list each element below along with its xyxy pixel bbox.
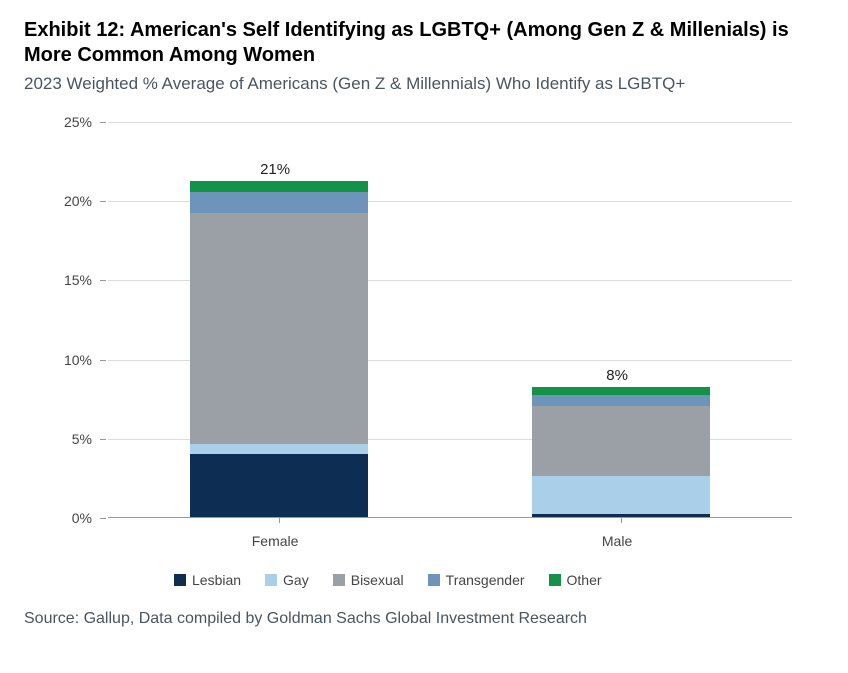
chart-area: 0%5%10%15%20%25% 21%Female8%Male [30, 122, 810, 562]
y-tick-mark [100, 201, 106, 202]
y-tick-mark [100, 360, 106, 361]
y-tick-label: 5% [30, 431, 100, 447]
bar-total-label: 8% [532, 367, 702, 388]
source-line: Source: Gallup, Data compiled by Goldman… [24, 610, 824, 628]
legend-item-other: Other [549, 572, 602, 588]
legend: Lesbian Gay Bisexual Transgender Other [174, 572, 824, 588]
x-tick-label: Male [532, 517, 702, 549]
legend-label: Gay [283, 572, 309, 588]
bar-male [532, 387, 710, 517]
legend-swatch [265, 574, 277, 586]
y-tick-label: 20% [30, 193, 100, 209]
legend-label: Lesbian [192, 572, 241, 588]
legend-label: Other [567, 572, 602, 588]
y-tick-mark [100, 518, 106, 519]
legend-swatch [428, 574, 440, 586]
bar-segment-transgender [532, 395, 710, 406]
y-tick-label: 10% [30, 352, 100, 368]
x-tick-mark [279, 517, 280, 523]
bar-total-label: 21% [190, 161, 360, 182]
legend-swatch [549, 574, 561, 586]
bar-segment-bisexual [532, 406, 710, 476]
chart-subtitle: 2023 Weighted % Average of Americans (Ge… [24, 74, 824, 94]
bar-segment-bisexual [190, 213, 368, 444]
y-tick-label: 15% [30, 272, 100, 288]
legend-swatch [333, 574, 345, 586]
y-tick-label: 0% [30, 510, 100, 526]
legend-swatch [174, 574, 186, 586]
legend-item-lesbian: Lesbian [174, 572, 241, 588]
chart-title: Exhibit 12: American's Self Identifying … [24, 18, 824, 68]
grid-line [108, 122, 792, 123]
plot-region: 21%Female8%Male [108, 122, 792, 518]
bar-segment-transgender [190, 192, 368, 213]
legend-item-bisexual: Bisexual [333, 572, 404, 588]
legend-item-gay: Gay [265, 572, 309, 588]
y-tick-mark [100, 439, 106, 440]
y-tick-label: 25% [30, 114, 100, 130]
y-tick-mark [100, 122, 106, 123]
y-tick-mark [100, 280, 106, 281]
legend-label: Transgender [446, 572, 525, 588]
bar-segment-lesbian [190, 454, 368, 517]
bar-segment-gay [532, 476, 710, 514]
bar-segment-gay [190, 444, 368, 454]
x-tick-label: Female [190, 517, 360, 549]
bar-segment-other [532, 387, 710, 395]
legend-label: Bisexual [351, 572, 404, 588]
legend-item-transgender: Transgender [428, 572, 525, 588]
bar-female [190, 181, 368, 517]
bar-segment-other [190, 181, 368, 192]
x-tick-mark [621, 517, 622, 523]
